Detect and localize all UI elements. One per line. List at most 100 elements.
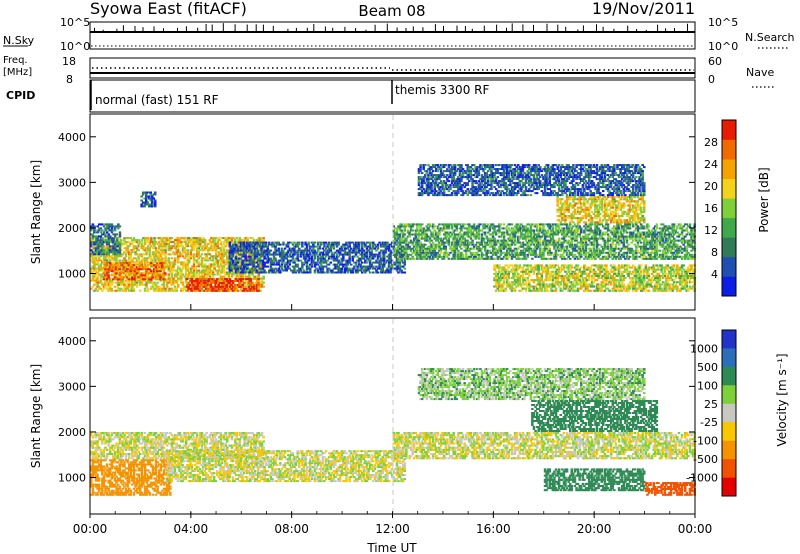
power-cell — [129, 249, 133, 252]
power-cell — [102, 276, 106, 279]
power-cell — [531, 257, 534, 260]
power-cell — [203, 269, 207, 272]
power-cell — [218, 237, 221, 240]
power-cell — [142, 257, 145, 260]
power-cell — [313, 253, 317, 256]
power-cell — [348, 241, 351, 244]
power-cell — [402, 247, 405, 250]
power-cell — [394, 263, 397, 266]
power-cell — [477, 237, 481, 240]
power-cell — [183, 257, 186, 260]
power-cell — [255, 269, 258, 272]
power-cell — [110, 231, 114, 234]
power-cell — [529, 247, 533, 250]
power-cell — [356, 241, 359, 244]
power-cell — [395, 229, 399, 232]
power-cell — [131, 251, 134, 254]
power-cell — [123, 287, 126, 290]
power-cell — [93, 229, 96, 232]
power-cell — [517, 223, 520, 226]
power-cell — [414, 229, 418, 232]
power-cell — [260, 279, 264, 282]
power-cell — [94, 243, 98, 246]
power-cell — [535, 227, 539, 230]
power-cell — [304, 261, 307, 264]
power-cell — [253, 247, 257, 250]
power-cell — [244, 271, 247, 274]
power-cell — [238, 275, 242, 278]
power-cell — [310, 241, 314, 244]
power-cell — [261, 245, 265, 248]
power-cell — [177, 283, 180, 286]
power-cell — [93, 253, 96, 256]
power-cell — [107, 223, 111, 226]
power-cell — [225, 289, 229, 292]
power-cell — [461, 223, 465, 226]
power-cell — [230, 241, 234, 244]
date-title: 19/Nov/2011 — [592, 0, 695, 18]
power-cell — [241, 261, 244, 264]
power-cell — [554, 239, 558, 242]
power-cell — [368, 251, 372, 254]
power-cell — [395, 261, 399, 264]
power-cell — [422, 251, 425, 254]
power-cell — [219, 259, 223, 262]
power-cell — [332, 255, 336, 258]
power-cell — [548, 223, 552, 226]
power-cell — [301, 249, 304, 252]
power-cell — [107, 289, 110, 292]
power-cell — [542, 225, 545, 228]
power-cell — [323, 245, 326, 248]
power-cell — [175, 241, 178, 244]
power-cell — [159, 249, 163, 252]
power-cell — [96, 289, 99, 292]
power-cell — [261, 261, 265, 264]
power-cell — [375, 253, 378, 256]
power-cell — [357, 251, 361, 254]
power-cell — [231, 251, 235, 254]
power-cell — [260, 241, 263, 244]
power-cell — [230, 239, 234, 242]
power-cell — [107, 229, 111, 232]
power-cell — [422, 253, 425, 256]
power-cell — [151, 251, 155, 254]
power-cell — [138, 266, 142, 269]
power-cell — [131, 269, 134, 272]
power-cell — [269, 263, 273, 266]
power-cell — [134, 247, 137, 250]
power-cell — [338, 269, 342, 272]
power-cell — [381, 255, 385, 258]
power-cell — [150, 237, 153, 240]
power-cell — [253, 267, 257, 270]
power-cell — [108, 278, 112, 281]
power-cell — [167, 249, 171, 252]
power-cell — [266, 261, 270, 264]
power-cell — [150, 241, 153, 244]
power-cell — [156, 281, 159, 284]
power-cell — [323, 249, 326, 252]
power-cell — [129, 270, 132, 273]
power-cell — [160, 268, 164, 271]
power-cell — [294, 265, 298, 268]
power-cell — [493, 229, 496, 232]
power-cell — [161, 287, 164, 290]
power-cell — [249, 287, 252, 290]
power-cell — [394, 267, 397, 270]
power-cell — [248, 253, 251, 256]
power-cell — [145, 237, 148, 240]
power-cell — [151, 274, 154, 277]
power-cell — [372, 257, 375, 260]
power-cell — [416, 257, 419, 260]
power-cell — [126, 276, 129, 279]
power-cell — [223, 284, 227, 286]
power-cell — [499, 223, 503, 226]
power-cell — [394, 241, 397, 244]
power-cell — [90, 287, 93, 290]
power-cell — [169, 265, 172, 268]
power-cell — [205, 253, 208, 256]
power-cell — [378, 267, 381, 270]
power-cell — [178, 243, 182, 246]
power-cell — [397, 249, 400, 252]
power-cell — [90, 239, 93, 242]
power-cell — [505, 253, 509, 256]
